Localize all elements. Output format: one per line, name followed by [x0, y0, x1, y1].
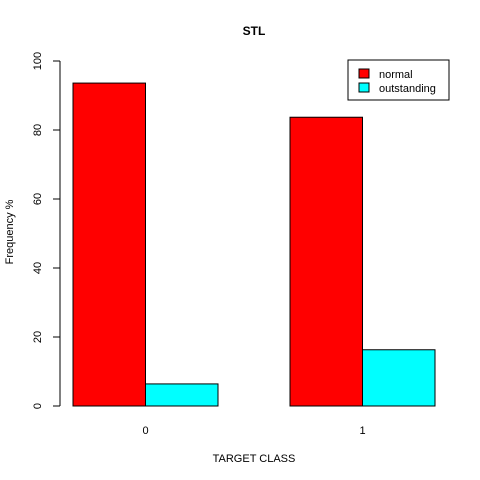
legend-label-normal: normal — [379, 69, 413, 81]
bar-group — [72, 82, 436, 407]
bar-outstanding-1 — [362, 349, 436, 407]
chart-title: STL — [243, 24, 266, 38]
bar-outstanding-0 — [145, 383, 219, 407]
y-tick-label: 100 — [32, 52, 44, 70]
legend-swatch-normal — [358, 68, 370, 79]
y-tick-label: 80 — [32, 124, 44, 136]
legend-box — [347, 59, 450, 101]
bar-normal-0 — [72, 82, 146, 407]
y-tick-label: 20 — [32, 331, 44, 343]
y-tick-label: 60 — [32, 193, 44, 205]
y-tick-label: 0 — [32, 403, 44, 409]
legend: normal outstanding — [347, 59, 450, 101]
legend-label-outstanding: outstanding — [379, 83, 436, 95]
x-tick-label: 1 — [359, 425, 365, 437]
legend-swatch-outstanding — [358, 82, 370, 93]
y-tick-label: 40 — [32, 262, 44, 274]
y-axis: 0 20 40 60 80 100 — [32, 52, 61, 409]
bar-normal-1 — [289, 116, 363, 407]
x-tick-label: 0 — [142, 425, 148, 437]
x-axis-label: TARGET CLASS — [213, 453, 296, 465]
y-axis-label: Frequency % — [4, 199, 16, 264]
